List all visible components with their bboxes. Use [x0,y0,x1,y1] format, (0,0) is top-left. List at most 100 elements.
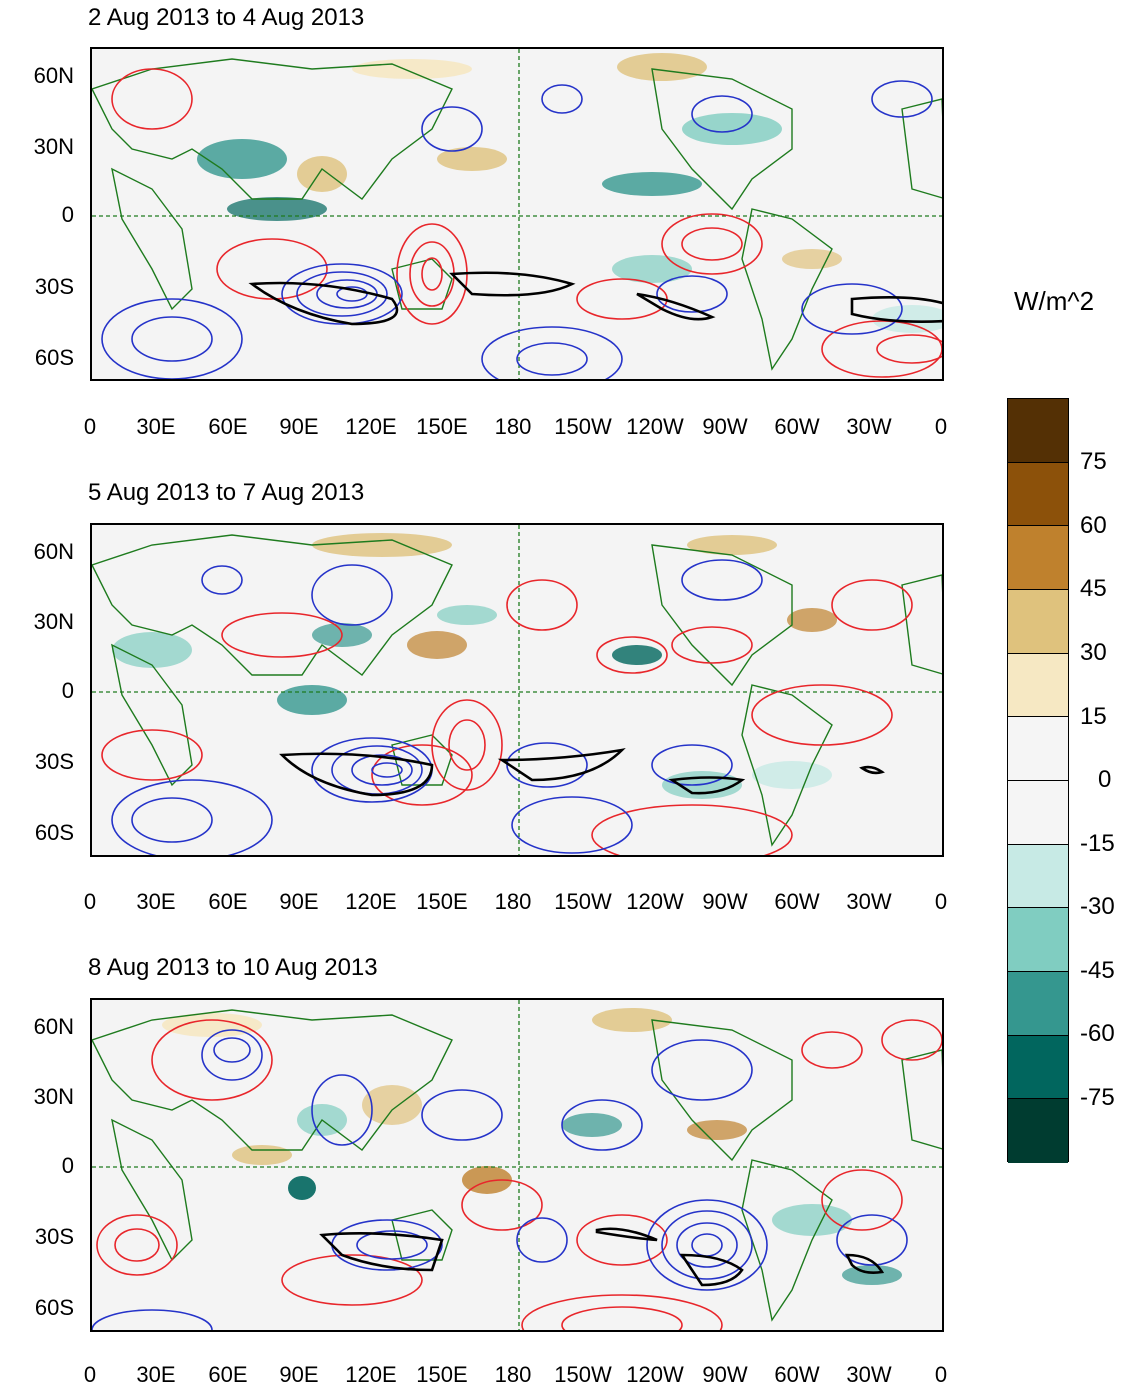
panel-3-lat-label: 60N [33,1014,74,1039]
colorbar-label: -15 [1080,830,1115,857]
panel-3-title: 8 Aug 2013 to 10 Aug 2013 [88,954,378,981]
panel-3-lat-label: 60S [34,1295,74,1320]
panel-1-lat-label: 60N [33,63,74,88]
panel-1-map [90,47,944,381]
colorbar-swatch [1008,462,1068,527]
panel-3-map [90,998,944,1332]
panel-1-highlight-contours [248,271,942,326]
panel-2-coastlines [92,534,942,847]
panel-1-lon-label: 30E [136,414,176,439]
panel-2-lon-label: 150W [554,889,612,914]
panel-3-lat-label: 30N [33,1084,74,1109]
panel-1-map-graphic [92,49,942,379]
panel-2-lon-label: 90E [279,889,319,914]
panel-3-lat-label: 0 [61,1153,74,1178]
panel-1-lon-label: 120E [345,414,397,439]
panel-3-positive-contours [96,1019,942,1330]
panel-3-lon-label: 120W [626,1362,684,1387]
panel-3-lon-label: 30E [136,1362,176,1387]
panel-3-lon-label: 90W [702,1362,748,1387]
panel-2-lon-label: 60W [774,889,820,914]
colorbar-swatch [1008,908,1068,972]
panel-2-positive-contours [101,579,913,855]
panel-3-shading [162,1008,902,1285]
panel-3-lon-label: 150E [416,1362,468,1387]
panel-2-lat-label: 0 [61,678,74,703]
panel-2-title: 5 Aug 2013 to 7 Aug 2013 [88,479,365,506]
colorbar-swatch [1008,589,1068,654]
colorbar-swatch [1008,717,1068,781]
colorbar-swatch [1008,971,1068,1036]
colorbar-label: 75 [1080,448,1107,475]
colorbar-swatch [1008,1099,1068,1163]
panel-3-highlight-contours [319,1227,885,1287]
colorbar-label: -45 [1080,957,1115,984]
panel-2-lon-label: 90W [702,889,748,914]
panel-1-lon-label: 0 [83,414,97,439]
panel-1-lon-label: 90W [702,414,748,439]
panel-2-negative-contours [111,559,763,855]
colorbar-swatch [1008,780,1068,845]
panel-3-lon-label: 180 [494,1362,532,1387]
panel-1-lon-label: 60W [774,414,820,439]
panel-2-lon-label: 30W [846,889,892,914]
panel-3-lon-label: 120E [345,1362,397,1387]
panel-1-lon-label: 30W [846,414,892,439]
panel-2-lat-label: 30N [33,609,74,634]
colorbar-units: W/m^2 [1014,286,1095,316]
panel-3-lon-label: 60E [208,1362,248,1387]
panel-1-lon-label: 90E [279,414,319,439]
panel-3-lat-label: 30S [34,1224,74,1249]
panel-1-coastlines [92,58,942,371]
panel-1-lon-label: 150E [416,414,468,439]
colorbar [1007,398,1069,1163]
colorbar-label: 30 [1080,639,1107,666]
panel-3-coastlines [92,1009,942,1322]
panel-2-lat-label: 30S [34,749,74,774]
panel-3-lon-label: 0 [934,1362,948,1387]
panel-3-map-graphic [92,1000,942,1330]
panel-1-negative-contours [101,80,933,379]
panel-2-lat-label: 60N [33,539,74,564]
panel-3-lon-label: 90E [279,1362,319,1387]
panel-3-lon-label: 150W [554,1362,612,1387]
colorbar-label: 0 [1098,766,1112,793]
panel-2-map [90,523,944,857]
panel-2-lon-label: 120E [345,889,397,914]
panel-1-lat-label: 30N [33,134,74,159]
panel-2-lon-label: 0 [934,889,948,914]
panel-1-shading [197,53,942,333]
colorbar-label: -60 [1080,1020,1115,1047]
panel-2-lon-label: 0 [83,889,97,914]
colorbar-label: 60 [1080,512,1107,539]
colorbar-swatch [1008,399,1068,463]
panel-2-map-graphic [92,525,942,855]
panel-2-shading [112,533,837,799]
panel-3-lon-label: 60W [774,1362,820,1387]
panel-1-positive-contours [111,68,942,378]
panel-2-lon-label: 120W [626,889,684,914]
colorbar-swatch [1008,844,1068,909]
colorbar-label: -75 [1080,1084,1115,1111]
panel-1-lon-label: 150W [554,414,612,439]
panel-1-lon-label: 120W [626,414,684,439]
panel-1-lat-label: 60S [34,345,74,370]
panel-3-lon-label: 30W [846,1362,892,1387]
panel-1-lon-label: 0 [934,414,948,439]
colorbar-label: 15 [1080,703,1107,730]
panel-1-lon-label: 60E [208,414,248,439]
colorbar-label: 45 [1080,575,1107,602]
panel-2-lat-label: 60S [34,820,74,845]
panel-1-title: 2 Aug 2013 to 4 Aug 2013 [88,4,365,31]
colorbar-label: -30 [1080,893,1115,920]
panel-2-highlight-contours [279,748,885,797]
panel-2-lon-label: 30E [136,889,176,914]
panel-1-lat-label: 0 [61,202,74,227]
panel-2-lon-label: 150E [416,889,468,914]
panel-1-lat-label: 30S [34,274,74,299]
panel-3-lon-label: 0 [83,1362,97,1387]
panel-1-lon-label: 180 [494,414,532,439]
colorbar-swatch [1008,653,1068,718]
panel-2-lon-label: 60E [208,889,248,914]
colorbar-swatch [1008,526,1068,590]
